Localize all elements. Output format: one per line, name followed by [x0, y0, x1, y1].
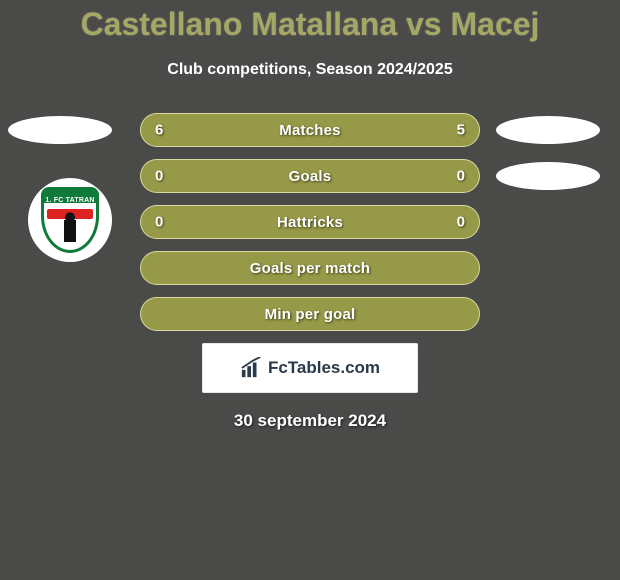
- fctables-logo-icon: [240, 357, 262, 379]
- stat-value-left: 0: [155, 214, 163, 231]
- fctables-card: FcTables.com: [202, 343, 418, 393]
- stat-value-left: 6: [155, 122, 163, 139]
- stat-label: Goals: [289, 168, 332, 185]
- stat-label: Hattricks: [277, 214, 343, 231]
- fctables-text: FcTables.com: [268, 358, 380, 378]
- stat-value-right: 0: [457, 214, 465, 231]
- club-shield: 1. FC TATRAN: [41, 187, 99, 253]
- team-left-ellipse: [8, 116, 112, 144]
- stat-label: Matches: [279, 122, 340, 139]
- stat-pill: 0 Hattricks 0: [140, 205, 480, 239]
- stat-pill: Goals per match: [140, 251, 480, 285]
- stat-value-left: 0: [155, 168, 163, 185]
- stat-row: Min per goal: [0, 291, 620, 337]
- subtitle: Club competitions, Season 2024/2025: [0, 61, 620, 79]
- stat-row: 6 Matches 5: [0, 107, 620, 153]
- club-shield-figure: [59, 212, 81, 242]
- club-badge: 1. FC TATRAN: [28, 178, 112, 262]
- stat-value-right: 5: [457, 122, 465, 139]
- team-right-ellipse: [496, 116, 600, 144]
- stat-pill: 0 Goals 0: [140, 159, 480, 193]
- stat-label: Goals per match: [250, 260, 371, 277]
- page-title: Castellano Matallana vs Macej: [0, 0, 620, 43]
- date-text: 30 september 2024: [0, 411, 620, 431]
- stat-value-right: 0: [457, 168, 465, 185]
- stat-pill: Min per goal: [140, 297, 480, 331]
- team-right-ellipse: [496, 162, 600, 190]
- stat-pill: 6 Matches 5: [140, 113, 480, 147]
- stat-label: Min per goal: [265, 306, 356, 323]
